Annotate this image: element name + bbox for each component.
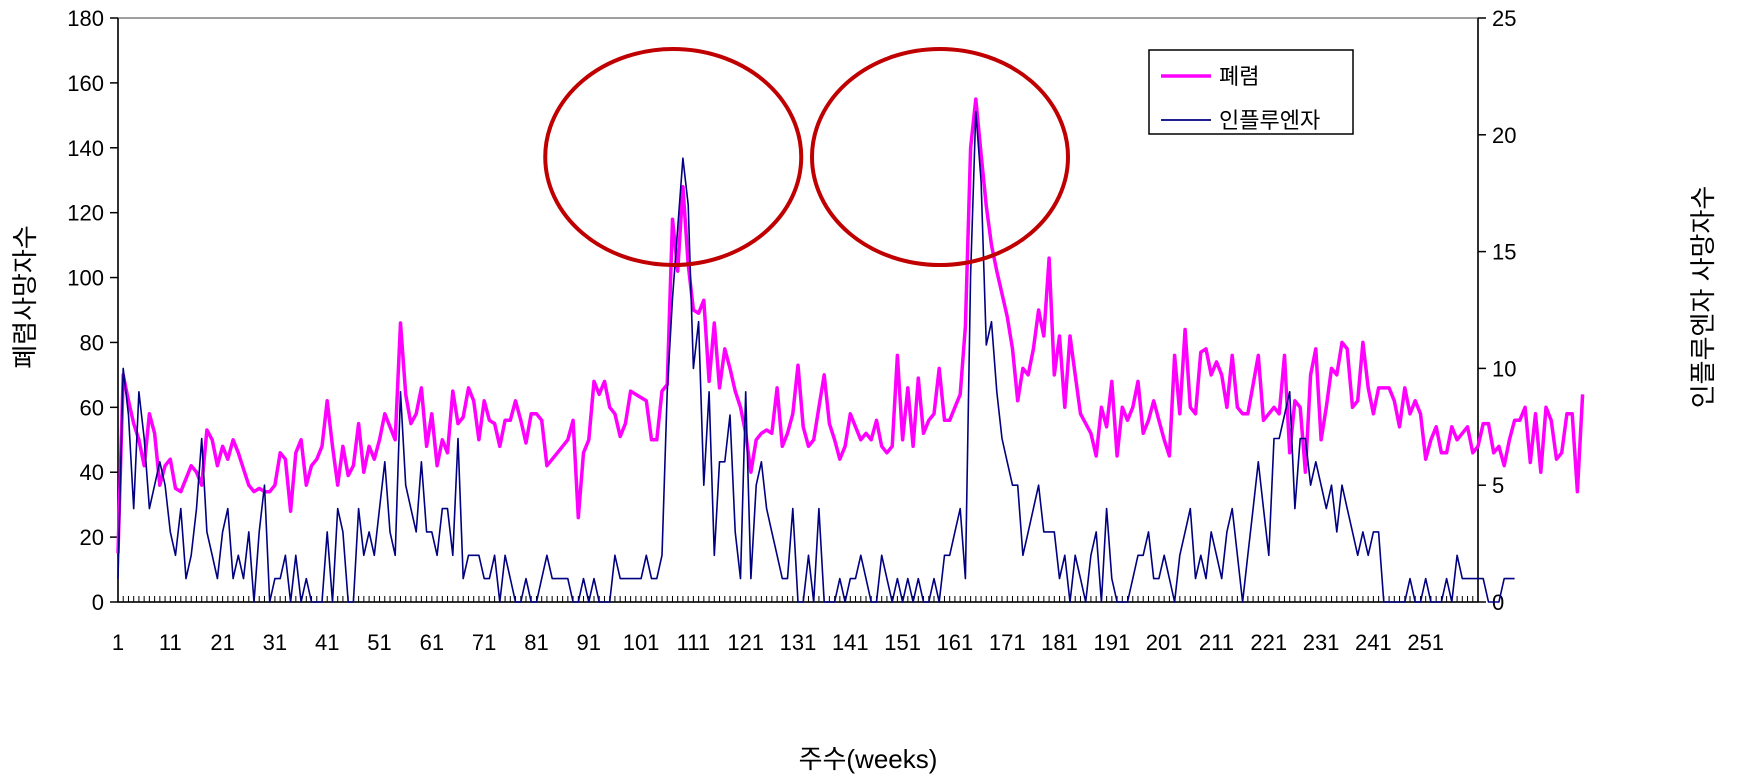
series-layer bbox=[116, 97, 1585, 603]
y-right-tick-label: 25 bbox=[1492, 6, 1516, 31]
x-tick-label: 21 bbox=[210, 630, 234, 655]
y-right-tick-label: 15 bbox=[1492, 240, 1516, 265]
y-left-tick-label: 140 bbox=[67, 136, 104, 161]
x-tick-label: 51 bbox=[367, 630, 391, 655]
x-tick-label: 31 bbox=[263, 630, 287, 655]
x-tick-label: 71 bbox=[472, 630, 496, 655]
series-line-pneumonia bbox=[116, 97, 1585, 554]
x-tick-label: 161 bbox=[937, 630, 974, 655]
y-left-tick-label: 80 bbox=[80, 330, 104, 355]
x-tick-label: 171 bbox=[989, 630, 1026, 655]
y-left-tick-label: 20 bbox=[80, 525, 104, 550]
legend-label: 인플루엔자 bbox=[1219, 108, 1320, 133]
y-left-tick-label: 160 bbox=[67, 71, 104, 96]
x-tick-label: 181 bbox=[1041, 630, 1078, 655]
y-right-tick-label: 20 bbox=[1492, 123, 1516, 148]
y-left-tick-label: 120 bbox=[67, 201, 104, 226]
y-left-tick-label: 100 bbox=[67, 266, 104, 291]
x-tick-label: 191 bbox=[1093, 630, 1130, 655]
y-left-tick-label: 180 bbox=[67, 6, 104, 31]
x-tick-label: 231 bbox=[1303, 630, 1340, 655]
peak-highlight-ellipse-1 bbox=[543, 47, 804, 267]
x-tick-label: 91 bbox=[577, 630, 601, 655]
x-tick-label: 251 bbox=[1407, 630, 1444, 655]
y-right-tick-label: 5 bbox=[1492, 473, 1504, 498]
y-left-tick-label: 60 bbox=[80, 395, 104, 420]
x-tick-label: 151 bbox=[884, 630, 921, 655]
series-line-influenza bbox=[117, 110, 1515, 603]
x-tick-label: 241 bbox=[1355, 630, 1392, 655]
x-tick-label: 1 bbox=[112, 630, 124, 655]
x-tick-label: 11 bbox=[159, 630, 182, 655]
x-tick-label: 61 bbox=[420, 630, 444, 655]
x-tick-label: 111 bbox=[677, 630, 710, 655]
x-tick-label: 201 bbox=[1146, 630, 1183, 655]
y-left-tick-label: 0 bbox=[92, 590, 104, 615]
x-tick-label: 121 bbox=[727, 630, 764, 655]
y-axis-left-title: 폐렴사망자수 bbox=[10, 225, 40, 369]
x-tick-label: 221 bbox=[1250, 630, 1287, 655]
x-tick-label: 41 bbox=[315, 630, 339, 655]
x-axis-title: 주수(weeks) bbox=[799, 744, 938, 774]
legend-label: 폐렴 bbox=[1219, 64, 1259, 89]
peak-highlight-ellipse-2 bbox=[810, 47, 1070, 267]
x-tick-label: 211 bbox=[1199, 630, 1234, 655]
x-tick-label: 141 bbox=[832, 630, 869, 655]
y-axis-right-title: 인플루엔자 사망자수 bbox=[1688, 186, 1718, 409]
x-tick-label: 131 bbox=[780, 630, 817, 655]
x-tick-label: 101 bbox=[623, 630, 660, 655]
y-right-tick-label: 10 bbox=[1492, 356, 1516, 381]
y-left-tick-label: 40 bbox=[80, 460, 104, 485]
highlights-layer bbox=[543, 47, 1070, 267]
x-tick-label: 81 bbox=[524, 630, 548, 655]
